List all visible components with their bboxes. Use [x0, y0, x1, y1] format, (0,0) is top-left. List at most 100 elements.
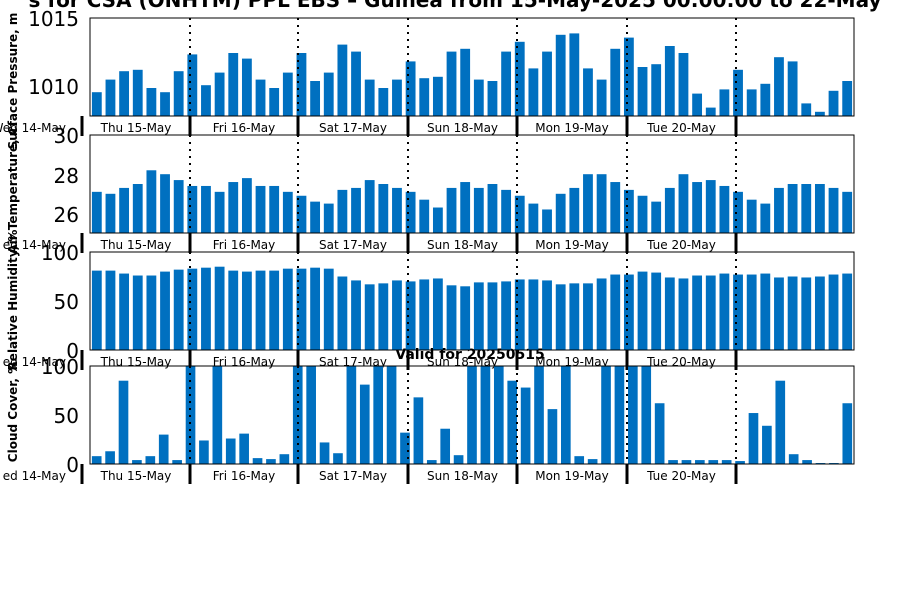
bar	[405, 281, 416, 350]
bar	[446, 187, 457, 233]
bar	[105, 193, 116, 233]
bar	[528, 68, 539, 116]
bar	[534, 366, 544, 464]
x-tick-label: Mon 19-May	[535, 469, 609, 483]
bar	[419, 279, 430, 350]
bar	[91, 456, 102, 464]
bar	[269, 88, 280, 116]
bar	[583, 68, 593, 116]
bar	[378, 184, 389, 233]
bar	[132, 275, 143, 350]
bar	[678, 278, 689, 350]
bar	[214, 72, 225, 116]
bar	[255, 79, 266, 116]
bar	[787, 61, 798, 116]
bar	[105, 451, 115, 464]
bar	[601, 366, 611, 464]
bar	[310, 81, 321, 116]
bar	[641, 366, 652, 464]
bar	[255, 185, 266, 233]
x-tick-label: Mon 19-May	[535, 238, 609, 252]
bar	[561, 366, 571, 464]
bar	[337, 189, 348, 233]
bar	[514, 195, 525, 233]
x-tick-label: Sat 17-May	[319, 121, 387, 135]
bar	[520, 387, 531, 464]
bar	[637, 195, 648, 233]
bar	[241, 271, 252, 350]
bar	[787, 184, 798, 233]
bar	[547, 409, 558, 464]
bar	[473, 79, 484, 116]
plot-frame	[89, 17, 855, 117]
bar	[119, 187, 130, 233]
bar	[173, 180, 184, 233]
bar	[228, 53, 239, 116]
bar	[337, 44, 348, 116]
bar	[695, 460, 705, 464]
bar	[146, 88, 157, 116]
bar	[637, 271, 648, 350]
y-tick-label: 0	[66, 339, 79, 363]
bar	[842, 81, 853, 116]
bar	[664, 46, 675, 116]
bar	[507, 380, 518, 464]
bar	[760, 203, 771, 233]
bar	[705, 107, 716, 116]
bar	[664, 187, 675, 233]
y-tick-label: 50	[54, 404, 79, 428]
bar	[282, 72, 293, 116]
bar	[746, 274, 757, 350]
bar	[487, 81, 498, 116]
x-tick-label: Mon 19-May	[535, 121, 609, 135]
y-axis-label: Cloud Cover, %	[6, 362, 20, 462]
bar	[610, 274, 621, 350]
bar	[392, 187, 402, 233]
bar	[282, 191, 293, 233]
panel-1: 1015 1010 Wed 14-May Thu 15-May Fri 16-May Sa…	[0, 7, 855, 149]
bar	[733, 274, 743, 350]
plot-frame	[89, 251, 855, 351]
bar	[467, 366, 477, 464]
bar	[628, 366, 638, 464]
bar	[801, 103, 812, 116]
bar	[405, 191, 416, 233]
bar	[746, 89, 757, 116]
y-tick-label: 26	[54, 203, 79, 227]
bar	[296, 53, 307, 116]
bar	[569, 33, 580, 116]
bar	[774, 187, 784, 233]
bar	[105, 79, 116, 116]
bar	[460, 286, 471, 350]
bar	[610, 48, 621, 116]
bar	[187, 268, 198, 350]
bar	[187, 54, 198, 116]
panel-subtitle: Valid for 20250515	[395, 347, 544, 363]
bar	[735, 461, 745, 464]
bar	[651, 64, 662, 116]
bar	[555, 193, 566, 233]
bar	[187, 185, 198, 233]
x-tick-label: Fri 16-May	[213, 469, 276, 483]
x-tick-label: Tue 20-May	[646, 238, 716, 252]
bar	[241, 58, 252, 116]
bar	[678, 174, 689, 233]
bar	[279, 454, 290, 464]
x-tick-label: Fri 16-May	[213, 238, 276, 252]
x-tick-label: Sun 18-May	[427, 238, 498, 252]
x-tick-label: Sun 18-May	[427, 121, 498, 135]
bar	[440, 428, 451, 464]
bar	[746, 199, 757, 233]
bar	[351, 51, 361, 116]
bar	[623, 37, 634, 116]
bar	[132, 184, 143, 233]
bar	[146, 275, 157, 350]
bar	[91, 191, 102, 233]
bar	[413, 397, 424, 464]
bar	[842, 191, 853, 233]
bar	[814, 111, 825, 116]
bar	[405, 61, 416, 116]
bar	[596, 79, 607, 116]
bar	[610, 182, 621, 233]
